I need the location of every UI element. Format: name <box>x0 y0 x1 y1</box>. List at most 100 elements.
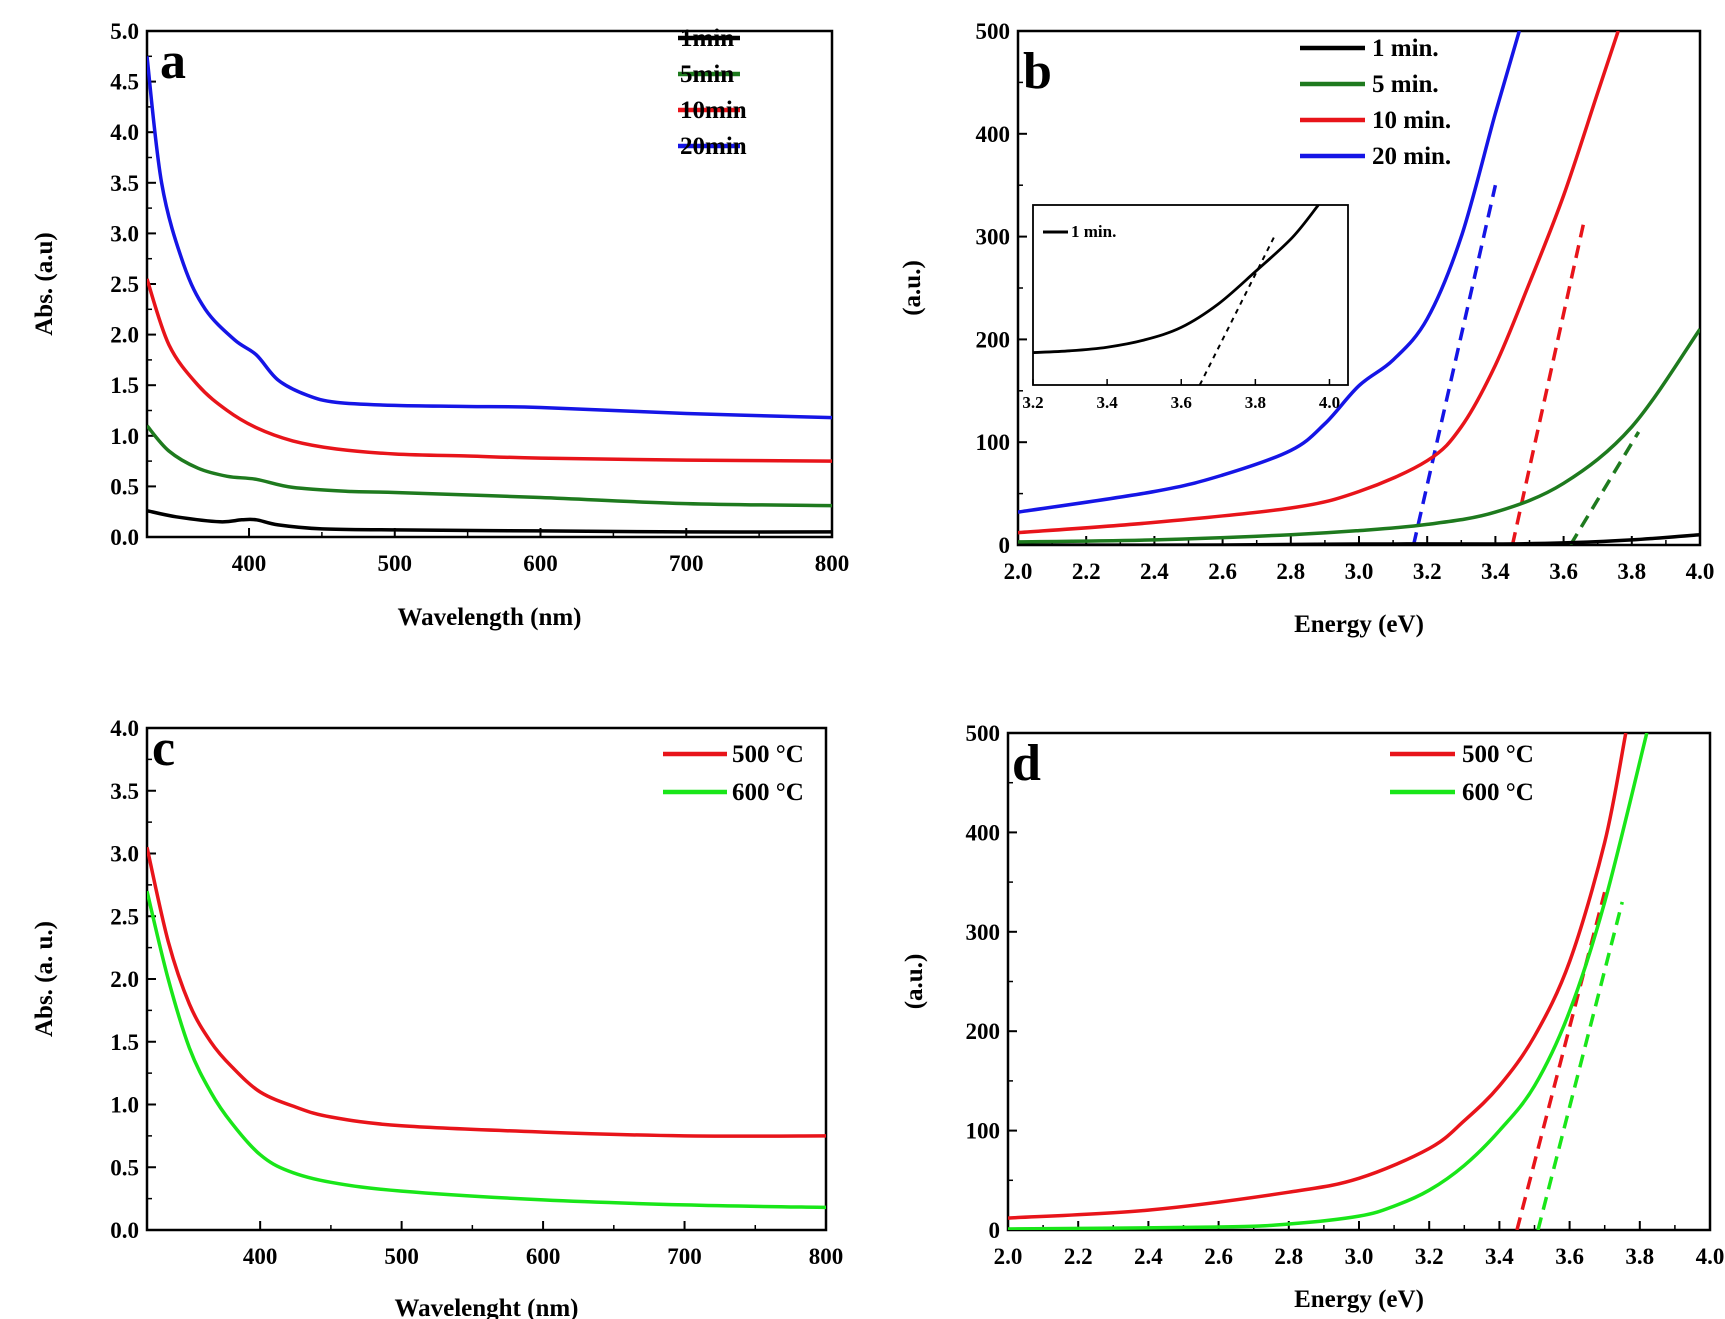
tangent-fit-line <box>1411 184 1498 545</box>
legend-label: 10min <box>680 97 747 124</box>
panel-label: c <box>152 720 175 777</box>
y-tick-label: 3.5 <box>110 779 139 804</box>
plot-frame <box>1006 731 1712 1232</box>
y-tick-label: 1.0 <box>110 1093 139 1118</box>
y-tick-label: 2.5 <box>110 272 139 297</box>
x-tick-label: 2.6 <box>1208 559 1237 584</box>
x-tick-label: 2.2 <box>1064 1244 1093 1269</box>
series-line-0 <box>147 508 832 534</box>
x-axis-label: Energy (eV) <box>1294 1286 1424 1313</box>
y-tick-label: 2.5 <box>110 904 139 929</box>
series-line-3 <box>1018 31 1521 514</box>
series-line-1 <box>1008 733 1649 1230</box>
y-tick-label: 0 <box>999 533 1011 558</box>
y-tick-label: 0.0 <box>110 1218 139 1243</box>
x-tick-label: 2.0 <box>994 1244 1023 1269</box>
y-tick-label: 1.5 <box>110 1030 139 1055</box>
x-tick-label: 700 <box>667 1244 702 1269</box>
inset-legend-label: 1 min. <box>1071 222 1116 241</box>
y-tick-label: 0 <box>989 1218 1001 1243</box>
y-tick-label: 4.0 <box>110 120 139 145</box>
y-tick-label: 4.0 <box>110 716 139 741</box>
inset-series-line <box>1033 205 1320 354</box>
chart-panel-d: 2.0 2.2 2.4 2.6 2.8 3.0 3.2 3.4 3.6 3.8 4.0 0 100 200… <box>901 721 1724 1313</box>
legend-label: 20 min. <box>1372 143 1451 170</box>
x-tick-label: 800 <box>809 1244 844 1269</box>
legend-label: 500 °C <box>1462 741 1534 768</box>
chart-panel-b: 2.0 2.2 2.4 2.6 2.8 3.0 3.2 3.4 3.6 3.8 4.0 0 100 200… <box>899 19 1714 638</box>
x-tick-label: 500 <box>384 1244 419 1269</box>
x-tick-label: 2.0 <box>1004 559 1033 584</box>
legend-label: 500 °C <box>732 741 804 768</box>
inset-x-tick-label: 3.8 <box>1245 393 1266 412</box>
y-tick-label: 2.0 <box>110 967 139 992</box>
x-tick-label: 3.4 <box>1481 559 1510 584</box>
series-line-0 <box>147 846 826 1138</box>
y-tick-label: 1.0 <box>110 424 139 449</box>
series-line-2 <box>1018 31 1620 535</box>
y-tick-label: 3.0 <box>110 221 139 246</box>
y-tick-label: 5.0 <box>110 19 139 44</box>
y-tick-label: 1.5 <box>110 373 139 398</box>
tangent-fit-line <box>1536 901 1624 1230</box>
series-line-1 <box>147 424 832 508</box>
y-tick-label: 400 <box>976 122 1011 147</box>
x-tick-label: 600 <box>523 551 558 576</box>
inset-chart: 3.2 3.4 3.6 3.8 4.0 1 min. <box>1022 204 1349 412</box>
y-tick-label: 200 <box>966 1019 1001 1044</box>
legend-label: 10 min. <box>1372 107 1451 134</box>
x-tick-label: 3.6 <box>1549 559 1578 584</box>
y-tick-label: 100 <box>966 1119 1001 1144</box>
y-tick-label: 0.0 <box>110 525 139 550</box>
legend-label: 1min <box>680 25 734 52</box>
chart-panel-a: 400 500 600 700 800 0.0 0.5 1.0 1.5 2.0 2.5 3.0 3.5 4… <box>31 19 849 631</box>
panel-label: a <box>160 33 186 90</box>
chart-panel-c: 400 500 600 700 800 0.0 0.5 1.0 1.5 2.0 2.5 3.0 3.5 4… <box>31 716 843 1319</box>
x-tick-label: 3.0 <box>1345 1244 1374 1269</box>
x-tick-label: 4.0 <box>1696 1244 1725 1269</box>
inset-x-tick-label: 4.0 <box>1319 393 1340 412</box>
y-tick-label: 3.5 <box>110 171 139 196</box>
x-tick-label: 3.2 <box>1413 559 1442 584</box>
y-axis-label: Abs. (a. u.) <box>31 921 58 1037</box>
x-tick-label: 3.0 <box>1345 559 1374 584</box>
x-axis-label: Wavelenght (nm) <box>394 1295 578 1319</box>
plot-frame <box>145 726 828 1232</box>
y-tick-label: 300 <box>966 920 1001 945</box>
x-tick-label: 600 <box>526 1244 561 1269</box>
legend-label: 600 °C <box>1462 779 1534 806</box>
series-line-0 <box>1008 733 1628 1220</box>
inset-fit-line <box>1198 236 1275 385</box>
inset-x-tick-label: 3.6 <box>1171 393 1192 412</box>
y-tick-label: 400 <box>966 820 1001 845</box>
series-line-1 <box>1018 328 1700 544</box>
x-tick-label: 3.8 <box>1625 1244 1654 1269</box>
x-tick-label: 3.6 <box>1555 1244 1584 1269</box>
x-tick-label: 700 <box>669 551 704 576</box>
x-axis-label: Wavelength (nm) <box>397 604 581 631</box>
y-tick-label: 300 <box>976 225 1011 250</box>
y-tick-label: 4.5 <box>110 70 139 95</box>
x-tick-label: 2.8 <box>1276 559 1305 584</box>
tangent-fit-line <box>1510 220 1586 545</box>
y-tick-label: 0.5 <box>110 474 139 499</box>
y-tick-label: 200 <box>976 327 1011 352</box>
y-axis-label: Abs. (a.u) <box>31 232 58 336</box>
legend-label: 1 min. <box>1372 35 1439 62</box>
tangent-fit-line <box>1515 891 1607 1230</box>
legend-label: 600 °C <box>732 779 804 806</box>
x-tick-label: 2.8 <box>1274 1244 1303 1269</box>
x-tick-label: 2.6 <box>1204 1244 1233 1269</box>
series-line-0 <box>1018 532 1700 545</box>
y-tick-label: 500 <box>976 19 1011 44</box>
x-tick-label: 3.4 <box>1485 1244 1514 1269</box>
series-line-1 <box>147 890 826 1210</box>
series-line-3 <box>147 56 832 420</box>
x-tick-label: 2.4 <box>1134 1244 1163 1269</box>
tangent-fit-line <box>1568 431 1641 545</box>
y-tick-label: 3.0 <box>110 842 139 867</box>
x-tick-label: 2.4 <box>1140 559 1169 584</box>
x-tick-label: 2.2 <box>1072 559 1101 584</box>
x-tick-label: 400 <box>232 551 267 576</box>
